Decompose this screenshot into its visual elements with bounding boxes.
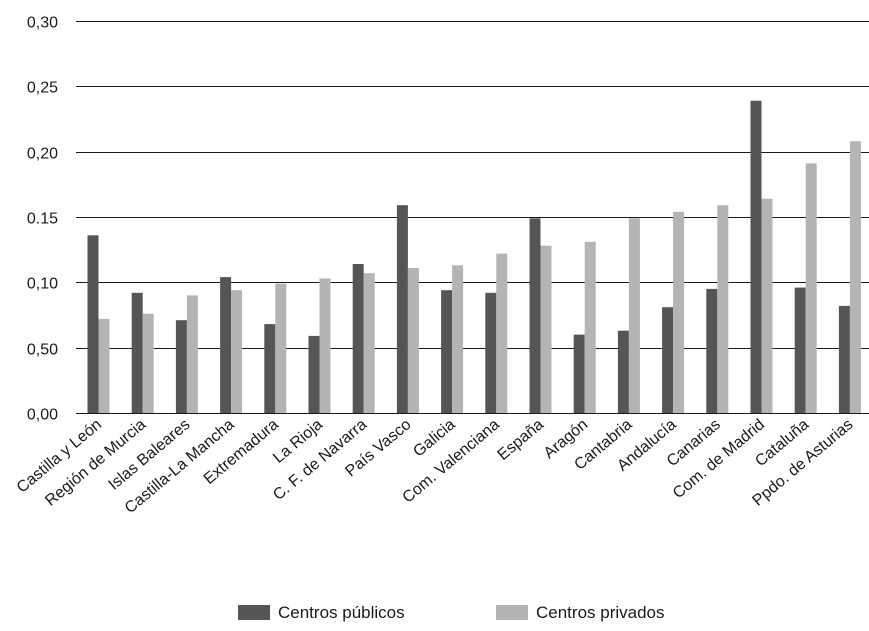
bar-publicos-6: [352, 264, 364, 413]
bar-publicos-0: [87, 235, 99, 413]
legend-label-1: Centros privados: [536, 603, 665, 622]
y-tick-label-0: 0,00: [27, 407, 58, 424]
bars: [87, 100, 861, 413]
bar-publicos-17: [838, 305, 850, 413]
bar-privados-5: [319, 278, 331, 413]
bar-publicos-12: [617, 330, 629, 413]
y-tick-label-4: 0,20: [27, 146, 58, 163]
x-tick-label-10: España: [495, 416, 548, 464]
bar-privados-15: [761, 198, 773, 413]
y-tick-label-3: 0.15: [27, 211, 58, 228]
bar-publicos-4: [264, 324, 276, 413]
bar-publicos-3: [220, 277, 232, 413]
bar-privados-10: [540, 245, 552, 413]
bar-privados-7: [407, 268, 419, 413]
bar-privados-14: [717, 205, 729, 413]
bar-privados-16: [805, 163, 817, 413]
bar-publicos-7: [396, 205, 408, 413]
bar-privados-1: [142, 313, 154, 413]
bar-privados-12: [628, 218, 640, 413]
bar-publicos-2: [175, 320, 187, 413]
bar-privados-13: [673, 211, 685, 413]
bar-publicos-8: [441, 290, 453, 413]
bar-publicos-14: [706, 288, 718, 413]
bar-publicos-16: [794, 287, 806, 413]
y-tick-label-5: 0,25: [27, 80, 58, 97]
bar-publicos-5: [308, 335, 320, 413]
bar-publicos-10: [529, 218, 541, 413]
legend-label-0: Centros públicos: [278, 603, 405, 622]
bar-privados-11: [584, 241, 596, 413]
y-axis-tick-labels: 0,00 0,50 0,10 0.15 0,20 0,25 0,30: [27, 15, 58, 424]
bar-privados-3: [231, 290, 243, 413]
bar-publicos-1: [131, 292, 143, 413]
bar-privados-0: [98, 318, 110, 413]
legend-swatch-0: [238, 605, 270, 620]
legend: Centros públicos Centros privados: [238, 603, 665, 622]
bar-publicos-9: [485, 292, 497, 413]
bar-privados-17: [849, 141, 861, 413]
bar-privados-8: [452, 265, 464, 413]
legend-swatch-1: [496, 605, 528, 620]
bar-publicos-11: [573, 334, 585, 413]
y-tick-label-1: 0,50: [27, 342, 58, 359]
y-tick-label-6: 0,30: [27, 15, 58, 32]
bar-privados-4: [275, 283, 287, 413]
y-tick-label-2: 0,10: [27, 276, 58, 293]
bar-publicos-15: [750, 100, 762, 413]
bar-privados-6: [363, 273, 375, 413]
bar-privados-9: [496, 253, 508, 413]
gridlines: [76, 21, 869, 414]
bar-privados-2: [186, 295, 198, 413]
bar-publicos-13: [662, 307, 674, 413]
